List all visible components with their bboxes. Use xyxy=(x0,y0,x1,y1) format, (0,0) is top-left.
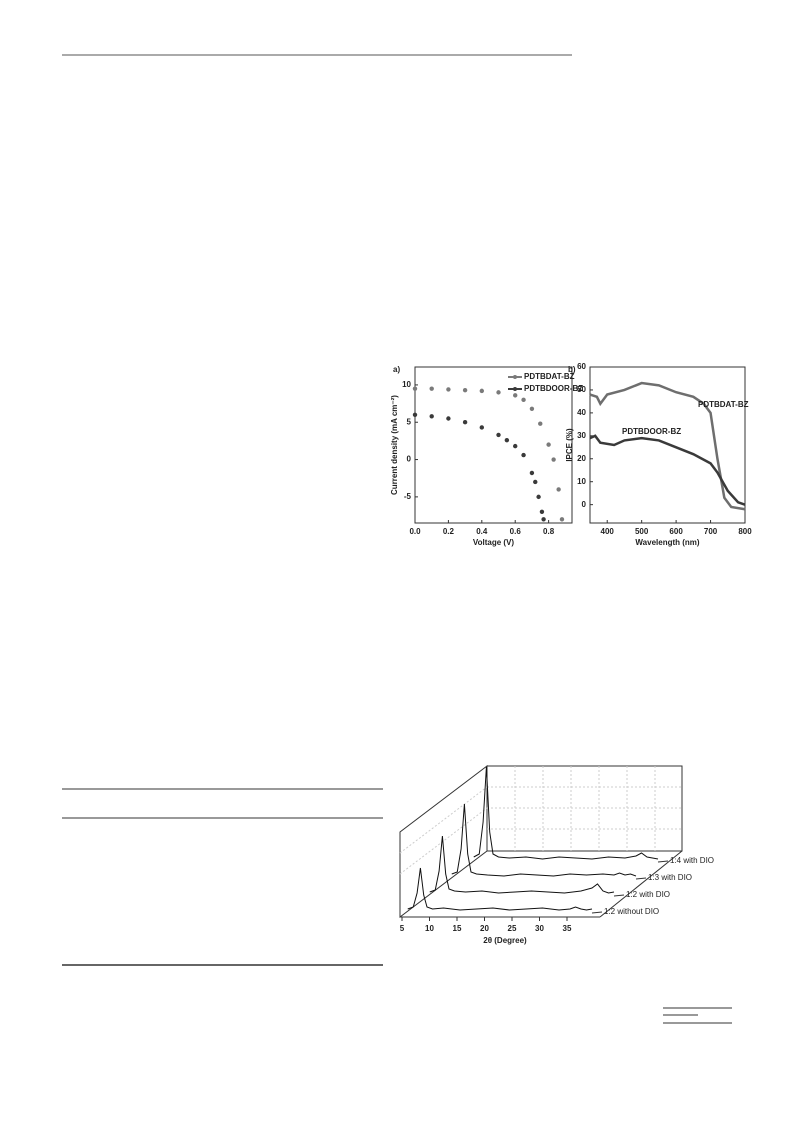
y-tick-label: 5 xyxy=(407,417,412,426)
series-label: 1:2 with DIO xyxy=(626,890,670,899)
series-leader xyxy=(657,860,669,863)
x-tick-label: 0.6 xyxy=(510,527,522,536)
data-point xyxy=(556,487,561,492)
data-point xyxy=(496,432,501,438)
data-point xyxy=(538,421,543,426)
y-tick-label: -5 xyxy=(404,492,412,501)
legend-marker xyxy=(513,387,517,391)
data-point xyxy=(521,397,526,403)
series-label: 1:2 without DIO xyxy=(604,907,659,916)
data-point xyxy=(551,457,556,462)
x-axis-title: Wavelength (nm) xyxy=(635,538,699,547)
x-tick-label: 800 xyxy=(738,527,752,536)
data-point xyxy=(496,390,501,395)
y-tick-label: 10 xyxy=(402,380,411,389)
legend-marker xyxy=(513,375,517,379)
x-tick-label: 0.8 xyxy=(543,527,555,536)
data-point xyxy=(513,393,518,398)
series-annotation: PDTBDAT-BZ xyxy=(698,400,749,409)
plot-frame xyxy=(414,366,573,524)
data-point xyxy=(513,443,518,449)
x-tick-label: 700 xyxy=(704,527,718,536)
y-tick-label: 0 xyxy=(407,455,412,464)
xrd-trace xyxy=(407,867,593,911)
x-tick-label: 0.4 xyxy=(476,527,488,536)
plot-frame xyxy=(589,366,746,524)
data-point xyxy=(462,420,468,425)
data-point xyxy=(462,387,468,393)
series-annotation: PDTBDOOR-BZ xyxy=(622,427,681,436)
xrd-left-wall xyxy=(399,764,488,919)
xrd-trace xyxy=(473,766,659,860)
y-tick-label: 40 xyxy=(577,408,586,417)
x-tick-label: 35 xyxy=(563,924,572,933)
data-point xyxy=(412,386,418,391)
data-point xyxy=(559,517,565,522)
series-leader xyxy=(591,911,603,914)
data-point xyxy=(429,414,434,419)
series-leader xyxy=(635,877,647,880)
series-label: 1:3 with DIO xyxy=(648,873,692,882)
y-tick-label: 20 xyxy=(577,454,586,463)
y-tick-label: 30 xyxy=(577,431,586,440)
x-tick-label: 600 xyxy=(669,527,683,536)
data-point xyxy=(429,386,434,391)
data-point xyxy=(446,387,451,392)
y-tick-label: 60 xyxy=(577,362,586,371)
x-axis-title: Voltage (V) xyxy=(473,538,515,547)
y-tick-label: 0 xyxy=(582,500,587,509)
x-tick-label: 30 xyxy=(535,924,544,933)
x-tick-label: 15 xyxy=(453,924,462,933)
data-point xyxy=(504,437,510,443)
data-line xyxy=(589,381,746,511)
x-tick-label: 0.2 xyxy=(443,527,455,536)
data-point xyxy=(446,416,451,421)
x-tick-label: 5 xyxy=(400,924,405,933)
x-tick-label: 20 xyxy=(480,924,489,933)
x-tick-label: 500 xyxy=(635,527,649,536)
legend-label: PDTBDOOR-BZ xyxy=(524,384,583,393)
data-point xyxy=(536,494,541,500)
data-point xyxy=(529,470,535,476)
data-point xyxy=(412,412,418,417)
data-point xyxy=(529,406,535,411)
y-axis-title: IPCE (%) xyxy=(565,428,574,462)
x-tick-label: 0.0 xyxy=(409,527,421,536)
legend-label: PDTBDAT-BZ xyxy=(524,372,575,381)
x-tick-label: 10 xyxy=(425,924,434,933)
panel-label: b) xyxy=(568,365,576,374)
data-point xyxy=(539,509,545,515)
x-axis-title: 2θ (Degree) xyxy=(483,936,527,945)
xrd-trace xyxy=(429,835,615,894)
y-axis-title: Current density (mA cm⁻²) xyxy=(390,395,399,495)
xrd-depth-axis xyxy=(599,850,683,918)
x-tick-label: 25 xyxy=(508,924,517,933)
data-point xyxy=(533,479,538,485)
y-tick-label: 10 xyxy=(577,477,586,486)
series-label: 1:4 with DIO xyxy=(670,856,714,865)
data-point xyxy=(541,517,546,522)
panel-label: a) xyxy=(393,365,400,374)
series-leader xyxy=(613,894,625,897)
data-point xyxy=(521,452,526,458)
data-point xyxy=(479,388,485,394)
data-point xyxy=(546,442,551,447)
xrd-grid xyxy=(399,766,682,875)
xrd-trace xyxy=(451,803,637,877)
data-line xyxy=(589,434,746,506)
data-point xyxy=(479,425,485,430)
y-tick-label: 50 xyxy=(577,385,586,394)
x-tick-label: 400 xyxy=(601,527,615,536)
